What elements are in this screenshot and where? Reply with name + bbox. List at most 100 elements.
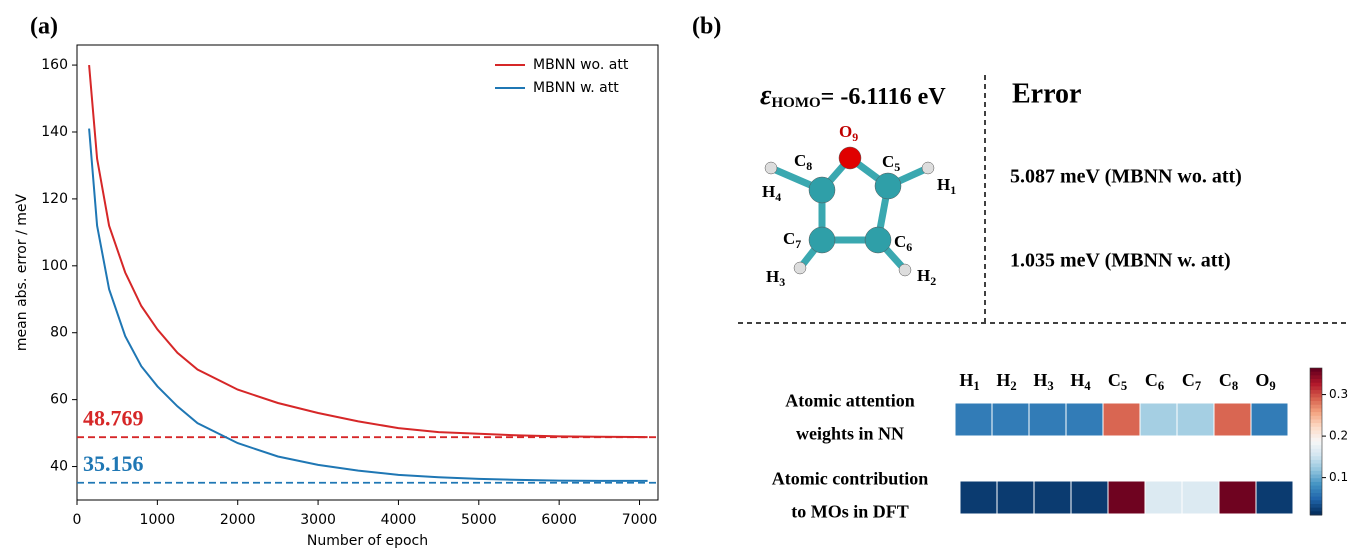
x-tick-label: 6000: [541, 512, 577, 528]
line-series: [89, 129, 648, 481]
colorbar-tick-label: 0.3: [1329, 387, 1348, 401]
molecule: O9C8C5C7C6H4H1H3H2: [762, 122, 956, 289]
heat-cell: [1103, 403, 1140, 436]
homo-subscript: HOMO: [771, 95, 820, 111]
error-row: 1.035 meV (MBNN w. att): [1010, 250, 1231, 272]
atom: [809, 227, 835, 253]
x-tick-label: 7000: [622, 512, 658, 528]
colorbar-segment: [1310, 412, 1322, 416]
x-tick-label: 4000: [381, 512, 417, 528]
heat-cell: [1071, 481, 1108, 514]
error-title: Error: [1012, 78, 1081, 109]
legend-label: MBNN wo. att: [533, 57, 629, 73]
atom: [839, 147, 861, 169]
row-label: weights in NN: [796, 424, 904, 444]
column-label: O9: [1255, 370, 1275, 393]
heat-cell: [1219, 481, 1256, 514]
y-tick-label: 140: [41, 124, 68, 140]
x-tick-label: 0: [73, 512, 82, 528]
heat-cell: [992, 403, 1029, 436]
colorbar-segment: [1310, 423, 1322, 427]
column-label: H3: [1033, 370, 1053, 393]
column-label: H4: [1070, 370, 1091, 393]
line-series: [89, 65, 648, 437]
x-tick-label: 3000: [300, 512, 336, 528]
colorbar-segment: [1310, 508, 1322, 512]
colorbar-segment: [1310, 434, 1322, 438]
column-label: H2: [996, 370, 1016, 393]
y-tick-label: 120: [41, 191, 68, 207]
atom: [794, 262, 806, 274]
colorbar-segment: [1310, 460, 1322, 464]
colorbar-segment: [1310, 430, 1322, 434]
atom-label: H1: [937, 175, 956, 197]
homo-energy: εHOMO= -6.1116 eV: [760, 80, 946, 111]
colorbar-segment: [1310, 445, 1322, 449]
x-tick-label: 5000: [461, 512, 497, 528]
column-label: C8: [1219, 370, 1238, 393]
panel-label: (b): [692, 14, 721, 40]
colorbar-segment: [1310, 397, 1322, 401]
colorbar-segment: [1310, 486, 1322, 490]
colorbar-segment: [1310, 493, 1322, 497]
reference-label: 35.156: [83, 451, 144, 476]
heat-cell: [1034, 481, 1071, 514]
colorbar-segment: [1310, 489, 1322, 493]
heat-cell: [1177, 403, 1214, 436]
x-tick-label: 1000: [140, 512, 176, 528]
heat-cell: [1251, 403, 1288, 436]
colorbar-segment: [1310, 386, 1322, 390]
colorbar-segment: [1310, 442, 1322, 446]
atom-label: C5: [882, 152, 900, 174]
y-tick-label: 100: [41, 258, 68, 274]
atom: [865, 227, 891, 253]
colorbar-tick-label: 0.2: [1329, 429, 1348, 443]
colorbar-segment: [1310, 390, 1322, 394]
atom-label: H3: [766, 267, 785, 289]
column-label: C6: [1145, 370, 1164, 393]
y-axis-label: mean abs. error / meV: [14, 194, 30, 352]
colorbar-segment: [1310, 482, 1322, 486]
colorbar-segment: [1310, 449, 1322, 453]
x-axis-label: Number of epoch: [307, 533, 428, 548]
atom-label: O9: [839, 122, 858, 144]
row-label: Atomic attention: [785, 391, 914, 411]
colorbar-segment: [1310, 419, 1322, 423]
y-tick-label: 60: [50, 392, 68, 408]
column-label: H1: [959, 370, 979, 393]
heat-cell: [1029, 403, 1066, 436]
colorbar-segment: [1310, 464, 1322, 468]
heat-cell: [1108, 481, 1145, 514]
colorbar-segment: [1310, 456, 1322, 460]
colorbar-segment: [1310, 475, 1322, 479]
heat-cell: [997, 481, 1034, 514]
homo-symbol: ε: [760, 80, 772, 111]
column-label: C5: [1108, 370, 1127, 393]
heat-cell: [955, 403, 992, 436]
atom: [899, 264, 911, 276]
colorbar-segment: [1310, 379, 1322, 383]
atom-label: C7: [783, 229, 801, 251]
colorbar-segment: [1310, 504, 1322, 508]
atom-label: C6: [894, 232, 912, 254]
colorbar-segment: [1310, 383, 1322, 387]
colorbar-segment: [1310, 394, 1322, 398]
row-label: to MOs in DFT: [791, 502, 909, 522]
colorbar-segment: [1310, 427, 1322, 431]
reference-label: 48.769: [83, 405, 144, 430]
colorbar-segment: [1310, 471, 1322, 475]
y-tick-label: 160: [41, 57, 68, 73]
figure: (a) (b) εHOMO= -6.1116 eV Error 5.087 me…: [0, 0, 1352, 548]
x-tick-label: 2000: [220, 512, 256, 528]
plot-frame: [77, 45, 658, 500]
atom-label: H2: [917, 266, 936, 288]
colorbar-segment: [1310, 416, 1322, 420]
colorbar-segment: [1310, 372, 1322, 376]
heat-cell: [1066, 403, 1103, 436]
homo-value: = -6.1116 eV: [821, 84, 947, 110]
error-row: 5.087 meV (MBNN wo. att): [1010, 166, 1242, 188]
atom: [875, 173, 901, 199]
heat-cell: [1256, 481, 1293, 514]
row-label: Atomic contribution: [772, 469, 929, 489]
y-tick-label: 80: [50, 325, 68, 341]
